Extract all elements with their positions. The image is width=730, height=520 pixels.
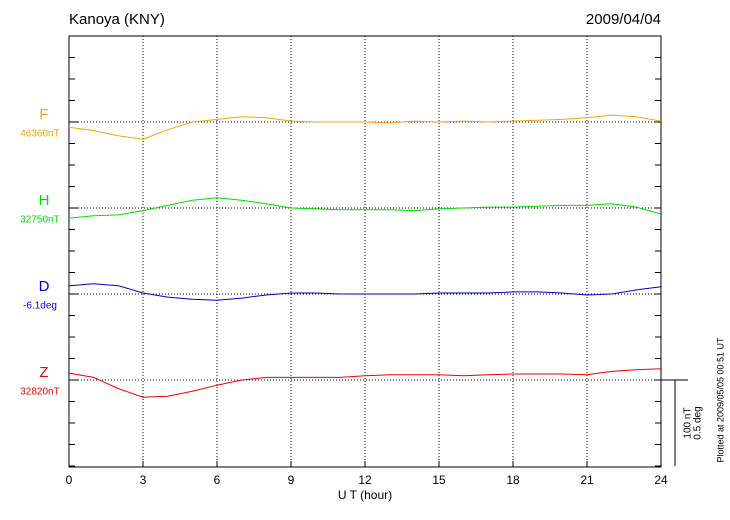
series-name: D (39, 278, 50, 295)
series-name: F (39, 106, 48, 123)
trace (68, 368, 662, 398)
series-name: Z (39, 364, 48, 381)
footer: Plotted at 2009/05/05 00:51 UT (715, 337, 725, 463)
x-tick-label: 6 (214, 473, 221, 487)
baseline-label: -6.1deg (23, 301, 57, 312)
baseline-label: 32820nT (20, 387, 59, 398)
trace (68, 283, 662, 301)
scale-bar-label: 0.5 deg (693, 406, 704, 439)
trace (68, 197, 662, 219)
x-tick-label: 15 (432, 473, 446, 487)
x-tick-label: 0 (66, 473, 73, 487)
scale-bar-label: 100 nT (683, 407, 694, 438)
chart-date: 2009/04/04 (586, 11, 661, 28)
x-tick-label: 18 (506, 473, 520, 487)
baseline-label: 32750nT (20, 215, 59, 226)
series-name: H (39, 192, 50, 209)
x-tick-label: 9 (288, 473, 295, 487)
trace (68, 114, 662, 140)
chart-title: Kanoya (KNY) (69, 11, 165, 28)
x-axis-label: U T (hour) (338, 488, 392, 502)
x-tick-label: 24 (654, 473, 668, 487)
x-tick-label: 21 (580, 473, 594, 487)
baseline-label: 46360nT (20, 129, 59, 140)
x-tick-label: 3 (140, 473, 147, 487)
x-tick-label: 12 (358, 473, 372, 487)
